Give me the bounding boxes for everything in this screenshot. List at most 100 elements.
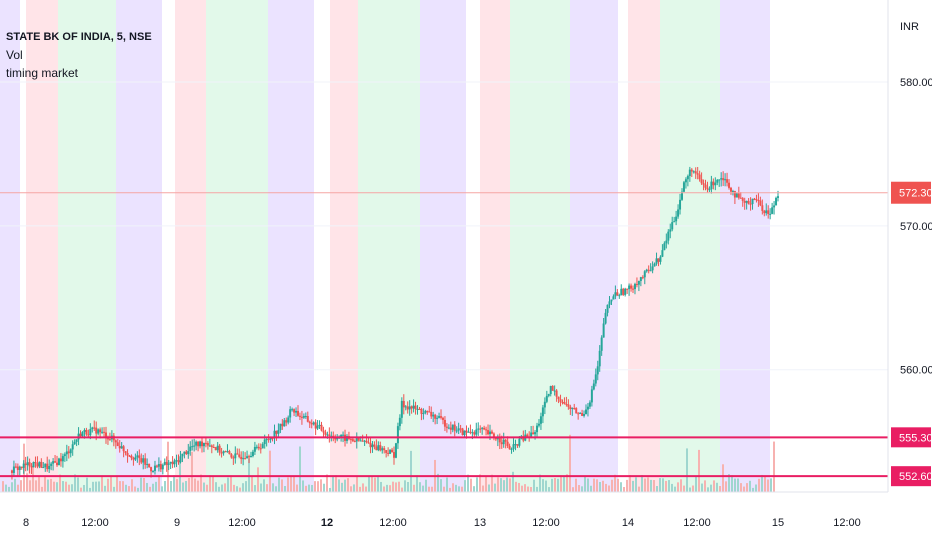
volume-bar (623, 487, 625, 492)
candle-body (295, 410, 298, 413)
volume-bar (584, 476, 586, 492)
candle-body (765, 210, 768, 214)
volume-bar (635, 477, 637, 492)
volume-bar (479, 474, 481, 492)
volume-bar (218, 486, 220, 492)
volume-bar (464, 480, 466, 492)
candle-body (534, 432, 537, 435)
candle-body (267, 439, 270, 441)
candle-body (134, 457, 137, 460)
candle-body (483, 427, 486, 430)
volume-bar (659, 478, 661, 492)
candle-body (724, 179, 727, 181)
candle-body (157, 464, 160, 467)
volume-bar (719, 486, 721, 492)
volume-bar (185, 480, 187, 492)
volume-bar (629, 475, 631, 492)
volume-bar (101, 475, 103, 492)
volume-bar (35, 480, 37, 492)
candle-body (185, 451, 188, 455)
candle-body (269, 437, 272, 440)
candle-body (706, 187, 709, 190)
volume-bar (557, 478, 559, 492)
volume-bar (113, 486, 115, 492)
volume-bar (677, 482, 679, 492)
volume-bar (542, 479, 544, 492)
volume-bar (41, 486, 43, 492)
candle-body (114, 440, 117, 443)
candle-body (436, 417, 439, 419)
volume-bar (50, 478, 52, 492)
candle-body (191, 446, 194, 448)
timing-market-study-label[interactable]: timing market (6, 66, 79, 80)
volume-bar (209, 475, 211, 492)
candle-body (430, 411, 433, 417)
candle-body (412, 405, 415, 409)
candle-body (473, 432, 476, 435)
candle-body (18, 466, 21, 470)
volume-bar (56, 482, 58, 492)
volume-bar (374, 477, 376, 492)
candle-body (277, 430, 280, 434)
candle-body (63, 454, 66, 457)
candle-body (130, 455, 133, 459)
volume-bar (128, 486, 130, 492)
candle-body (588, 402, 591, 407)
candle-body (48, 465, 51, 470)
volume-bar (389, 485, 391, 492)
candle-body (773, 205, 776, 208)
volume-bar (524, 484, 526, 492)
volume-bar (692, 485, 694, 492)
candle-body (432, 414, 435, 417)
candle-body (610, 299, 613, 302)
volume-study-label[interactable]: Vol (6, 48, 23, 62)
x-tick-label: 14 (622, 517, 634, 529)
candle-body (224, 451, 227, 453)
volume-bar (662, 478, 664, 492)
candle-body (500, 442, 503, 445)
candle-body (438, 416, 441, 418)
candle-body (728, 182, 731, 188)
candle-body (659, 256, 662, 262)
volume-bar (515, 481, 517, 492)
candle-body (394, 443, 397, 458)
session-band (314, 0, 330, 492)
candle-body (526, 434, 529, 437)
candle-body (541, 407, 544, 417)
candle-body (71, 444, 74, 450)
volume-bar (377, 477, 379, 492)
volume-bar (110, 476, 112, 492)
candle-body (743, 200, 746, 203)
candle-body (718, 179, 721, 181)
volume-bar (626, 479, 628, 492)
candle-body (729, 187, 732, 192)
volume-bar (47, 479, 49, 492)
candle-body (569, 406, 572, 410)
candle-body (342, 434, 345, 436)
symbol-title[interactable]: STATE BK OF INDIA, 5, NSE (6, 31, 152, 43)
y-tick-label: 580.00 (900, 77, 932, 89)
volume-bar (620, 482, 622, 492)
candle-body (457, 428, 460, 431)
volume-bar (353, 484, 355, 492)
volume-bar (590, 485, 592, 492)
candle-body (737, 193, 740, 198)
candle-body (132, 458, 135, 460)
candle-body (722, 178, 725, 181)
candle-body (195, 441, 198, 446)
volume-bar (743, 486, 745, 492)
volume-bar (608, 485, 610, 492)
candle-body (408, 406, 411, 410)
volume-bar (536, 486, 538, 492)
volume-bar (131, 479, 133, 492)
volume-bar (245, 481, 247, 492)
candle-body (443, 419, 446, 427)
candle-body (553, 390, 556, 392)
candle-body (357, 437, 360, 441)
candle-body (122, 446, 125, 452)
candle-body (759, 200, 762, 206)
candle-body (543, 401, 546, 408)
candle-body (586, 406, 589, 410)
volume-bar (746, 483, 748, 492)
